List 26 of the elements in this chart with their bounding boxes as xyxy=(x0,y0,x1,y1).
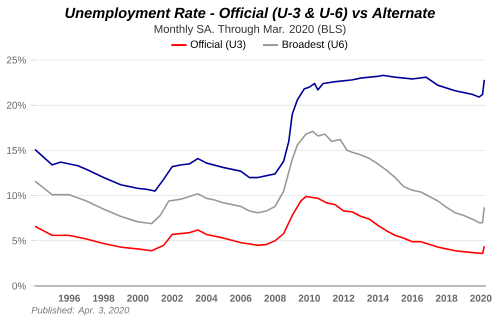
x-tick-label: 2010 xyxy=(298,294,320,302)
y-tick-label: 10% xyxy=(7,192,26,200)
x-tick-label: 2014 xyxy=(367,294,389,302)
line-series xyxy=(34,130,486,224)
x-tick-label: 2016 xyxy=(402,294,423,302)
y-tick-label: 20% xyxy=(6,102,26,109)
line-series xyxy=(34,196,486,254)
x-tick-label: 2002 xyxy=(161,294,183,302)
y-tick-label: 25% xyxy=(6,56,26,64)
x-tick-label: 2004 xyxy=(196,294,218,302)
x-tick-label: 2012 xyxy=(332,294,354,302)
x-tick-label: 2000 xyxy=(127,294,149,302)
legend-label: Official (U3) xyxy=(190,40,246,50)
chart-title: Unemployment Rate - Official (U-3 & U-6) vs Alternate xyxy=(65,7,435,21)
text: Published: Apr. 3, 2020 xyxy=(32,306,130,316)
chart-subtitle: Monthly SA. Through Mar. 2020 (BLS) xyxy=(154,24,346,36)
legend-label: Broadest (U6) xyxy=(282,40,348,50)
x-tick-label: 2008 xyxy=(264,294,286,302)
x-tick-label: 2018 xyxy=(436,294,458,302)
y-tick-label: 5% xyxy=(12,237,26,244)
y-tick-label: 15% xyxy=(7,146,26,154)
x-tick-label: 2006 xyxy=(230,294,252,302)
x-tick-label: 2020 xyxy=(470,294,492,302)
y-tick-label: 0% xyxy=(12,282,26,290)
x-tick-label: 1998 xyxy=(93,294,114,302)
x-tick-label: 1996 xyxy=(58,294,80,302)
